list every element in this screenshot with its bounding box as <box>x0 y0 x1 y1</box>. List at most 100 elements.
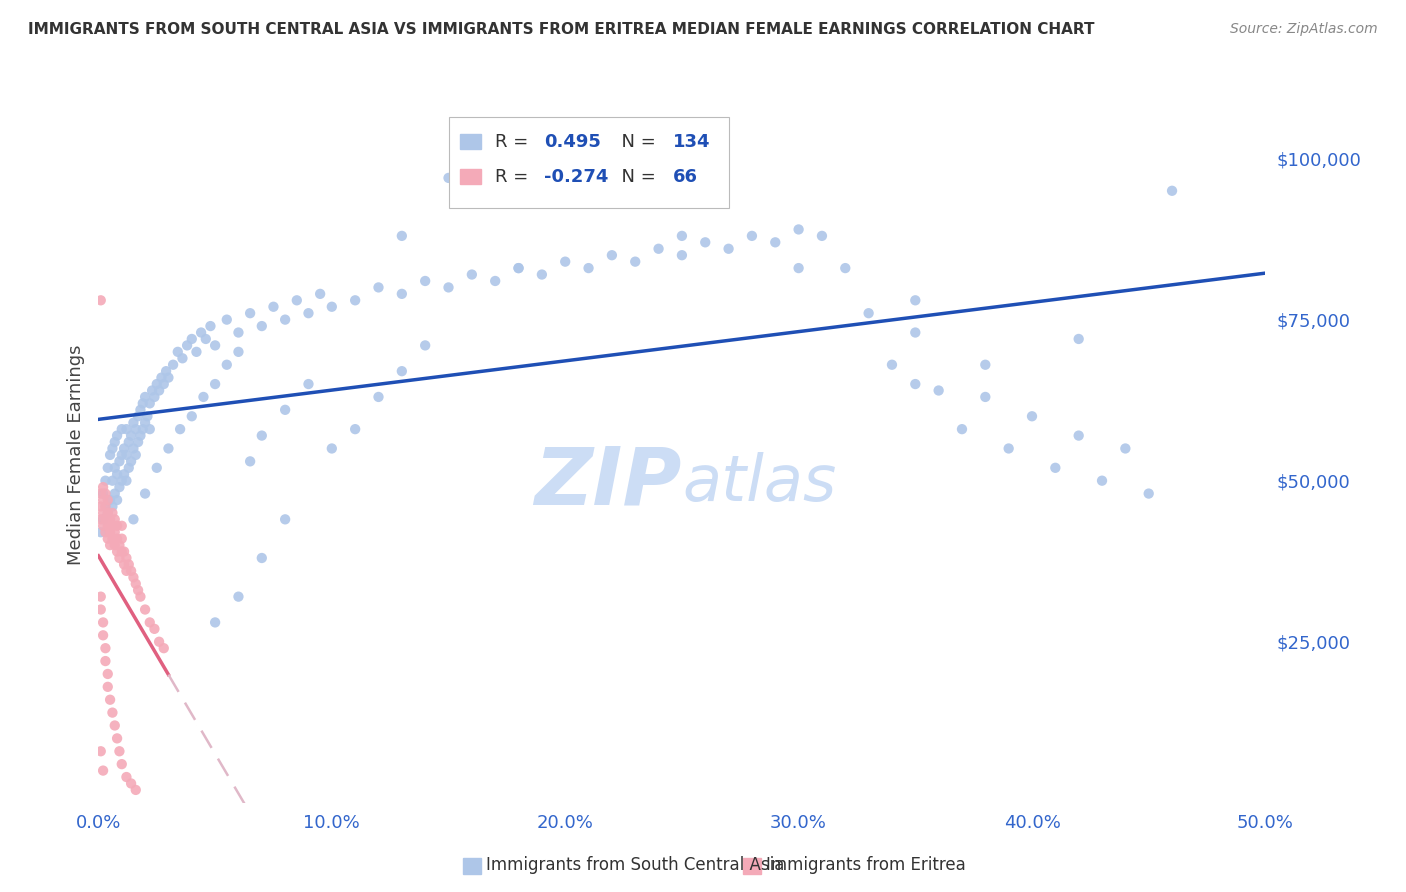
Point <box>104 718 127 732</box>
Point <box>274 402 297 417</box>
Point <box>129 428 152 442</box>
Point <box>105 731 128 746</box>
Text: Immigrants from Eritrea: Immigrants from Eritrea <box>766 856 966 874</box>
Point <box>98 538 121 552</box>
Point <box>169 422 191 436</box>
Point <box>413 274 436 288</box>
Point <box>152 377 174 392</box>
Point <box>97 667 120 681</box>
Point <box>578 261 600 276</box>
Point <box>391 364 413 378</box>
Text: R =: R = <box>495 168 534 186</box>
Point <box>974 390 997 404</box>
Point <box>90 525 112 540</box>
Point <box>118 558 141 572</box>
Point <box>115 564 138 578</box>
Point <box>763 235 786 250</box>
Point <box>239 454 262 468</box>
Point <box>115 551 138 566</box>
Point <box>321 300 343 314</box>
Point <box>1137 486 1160 500</box>
Point <box>695 235 717 250</box>
Point <box>91 628 114 642</box>
Point <box>125 422 148 436</box>
Point <box>437 280 460 294</box>
Point <box>194 332 217 346</box>
Point <box>250 319 273 334</box>
Point <box>157 442 180 456</box>
Point <box>104 525 127 540</box>
Text: Immigrants from South Central Asia: Immigrants from South Central Asia <box>486 856 785 874</box>
Point <box>111 422 134 436</box>
Point <box>787 222 810 236</box>
Point <box>344 293 367 308</box>
Point <box>105 544 128 558</box>
Point <box>461 268 484 282</box>
Point <box>508 261 530 276</box>
Point <box>97 506 120 520</box>
Text: N =: N = <box>610 168 661 186</box>
Point <box>101 706 124 720</box>
Point <box>1045 460 1067 475</box>
Point <box>91 764 114 778</box>
Text: N =: N = <box>610 133 661 151</box>
Point <box>204 377 226 392</box>
Point <box>172 351 194 366</box>
Point <box>624 254 647 268</box>
Point <box>186 344 208 359</box>
Point <box>105 518 128 533</box>
Point <box>1161 184 1184 198</box>
Text: 66: 66 <box>672 168 697 186</box>
Point <box>97 518 120 533</box>
Point <box>132 422 155 436</box>
Point <box>115 422 138 436</box>
Point <box>148 384 170 398</box>
Point <box>139 396 162 410</box>
Point <box>180 332 202 346</box>
Point <box>90 744 112 758</box>
Point <box>1114 442 1136 456</box>
Point <box>91 518 114 533</box>
Point <box>91 480 114 494</box>
Point <box>90 512 112 526</box>
Point <box>91 506 114 520</box>
Point <box>108 538 131 552</box>
Point <box>146 460 169 475</box>
Point <box>530 268 553 282</box>
Text: -0.274: -0.274 <box>544 168 609 186</box>
Point <box>997 442 1019 456</box>
Point <box>367 280 389 294</box>
Point <box>98 525 121 540</box>
Point <box>98 493 121 508</box>
Point <box>111 544 134 558</box>
Point <box>309 286 332 301</box>
Point <box>367 390 389 404</box>
Point <box>166 344 188 359</box>
Point <box>125 576 148 591</box>
Point <box>228 344 250 359</box>
Point <box>112 544 135 558</box>
Point <box>104 486 127 500</box>
Text: 0.495: 0.495 <box>544 133 602 151</box>
Point <box>204 338 226 352</box>
Point <box>91 493 114 508</box>
Point <box>297 306 319 320</box>
Point <box>391 228 413 243</box>
Text: IMMIGRANTS FROM SOUTH CENTRAL ASIA VS IMMIGRANTS FROM ERITREA MEDIAN FEMALE EARN: IMMIGRANTS FROM SOUTH CENTRAL ASIA VS IM… <box>28 22 1095 37</box>
Point <box>134 602 156 616</box>
FancyBboxPatch shape <box>742 858 761 874</box>
Point <box>108 551 131 566</box>
Point <box>104 460 127 475</box>
Point <box>97 460 120 475</box>
Point <box>321 442 343 456</box>
Point <box>101 518 124 533</box>
Point <box>108 454 131 468</box>
Point <box>200 319 222 334</box>
Point <box>115 770 138 784</box>
Point <box>108 480 131 494</box>
Point <box>91 512 114 526</box>
Point <box>90 500 112 514</box>
FancyBboxPatch shape <box>460 169 481 185</box>
Point <box>125 783 148 797</box>
Point <box>741 228 763 243</box>
